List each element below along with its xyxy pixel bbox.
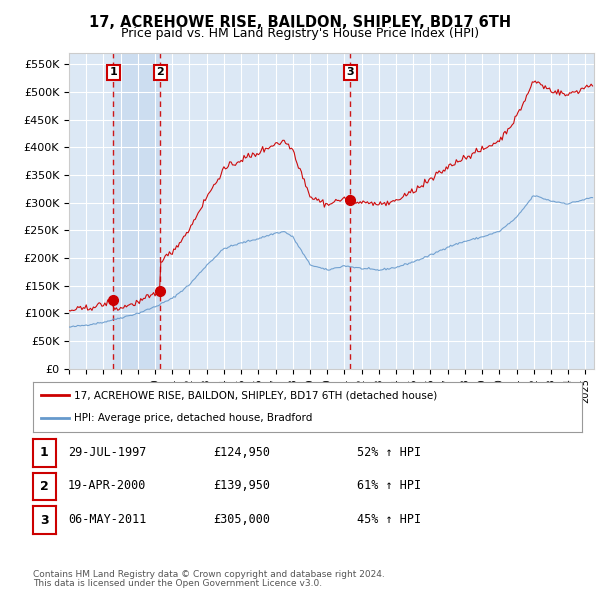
Text: Price paid vs. HM Land Registry's House Price Index (HPI): Price paid vs. HM Land Registry's House … [121,27,479,40]
Text: 29-JUL-1997: 29-JUL-1997 [68,445,146,459]
Text: This data is licensed under the Open Government Licence v3.0.: This data is licensed under the Open Gov… [33,579,322,588]
Text: 61% ↑ HPI: 61% ↑ HPI [357,479,421,493]
Text: 3: 3 [347,67,354,77]
Text: £124,950: £124,950 [213,445,270,459]
Text: 17, ACREHOWE RISE, BAILDON, SHIPLEY, BD17 6TH (detached house): 17, ACREHOWE RISE, BAILDON, SHIPLEY, BD1… [74,390,437,400]
Text: £305,000: £305,000 [213,513,270,526]
Text: 17, ACREHOWE RISE, BAILDON, SHIPLEY, BD17 6TH: 17, ACREHOWE RISE, BAILDON, SHIPLEY, BD1… [89,15,511,30]
Text: 19-APR-2000: 19-APR-2000 [68,479,146,493]
Text: 3: 3 [40,513,49,527]
Text: 45% ↑ HPI: 45% ↑ HPI [357,513,421,526]
Bar [113,53,160,369]
Text: Contains HM Land Registry data © Crown copyright and database right 2024.: Contains HM Land Registry data © Crown c… [33,570,385,579]
Text: 2: 2 [40,480,49,493]
Text: 1: 1 [40,446,49,460]
Text: 52% ↑ HPI: 52% ↑ HPI [357,445,421,459]
Text: 06-MAY-2011: 06-MAY-2011 [68,513,146,526]
Text: £139,950: £139,950 [213,479,270,493]
Text: 2: 2 [157,67,164,77]
Text: HPI: Average price, detached house, Bradford: HPI: Average price, detached house, Brad… [74,414,313,424]
Text: 1: 1 [110,67,118,77]
